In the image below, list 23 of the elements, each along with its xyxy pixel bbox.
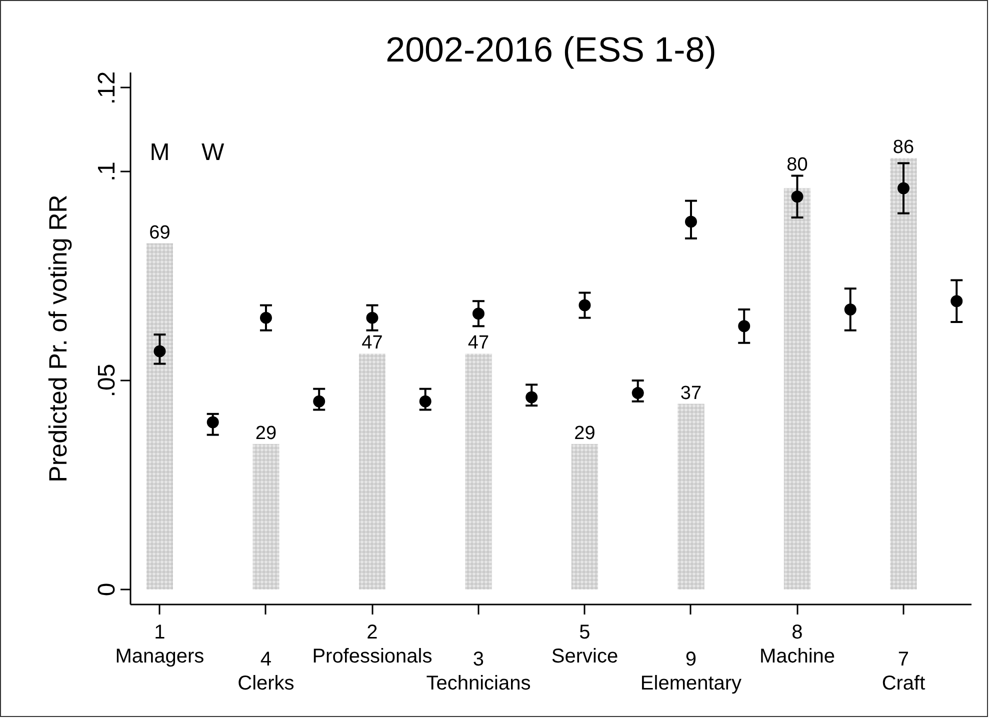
y-axis-title: Predicted Pr. of voting RR bbox=[44, 194, 72, 482]
y-tick-label: 0 bbox=[94, 582, 120, 596]
y-tick-label: .12 bbox=[94, 71, 120, 105]
x-tick-label: 9 Elementary bbox=[640, 648, 742, 694]
annotation: W bbox=[202, 138, 225, 166]
annotation: M bbox=[150, 138, 170, 166]
x-tick-label: 8 Machine bbox=[759, 622, 836, 668]
y-tick-label: .1 bbox=[94, 162, 120, 182]
x-tick-label: 4 Clerks bbox=[238, 648, 294, 694]
x-tick-label: 5 Service bbox=[551, 622, 618, 668]
data-label: 47 bbox=[362, 332, 383, 354]
y-tick-label: .05 bbox=[94, 364, 120, 398]
data-label: 37 bbox=[680, 382, 702, 404]
data-label: 29 bbox=[574, 423, 596, 444]
chart-title: 2002-2016 (ESS 1-8) bbox=[386, 30, 716, 70]
data-label: 80 bbox=[786, 154, 808, 176]
x-tick-label: 1 Managers bbox=[115, 622, 204, 668]
data-label: 47 bbox=[468, 332, 490, 354]
data-label: 29 bbox=[255, 423, 277, 444]
data-label: 86 bbox=[892, 137, 914, 158]
data-label: 69 bbox=[149, 222, 170, 244]
x-tick-label: 7 Craft bbox=[882, 648, 926, 694]
x-tick-label: 2 Professionals bbox=[312, 622, 432, 668]
